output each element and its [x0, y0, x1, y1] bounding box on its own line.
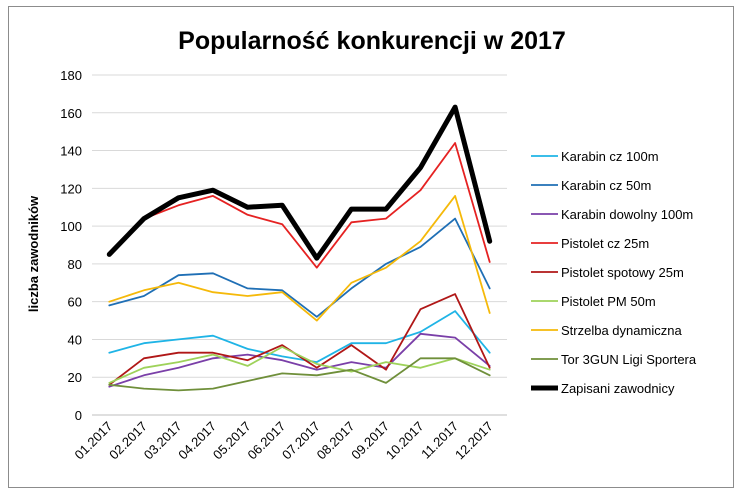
x-tick-label-11: 12.2017	[452, 419, 496, 463]
y-tick-label-5: 100	[60, 219, 82, 234]
axes: 02040608010012014016018001.201702.201703…	[60, 68, 507, 462]
series-line-6[interactable]	[108, 194, 491, 322]
series-line-1[interactable]	[108, 217, 491, 318]
series-line-5[interactable]	[108, 346, 491, 384]
y-tick-label-4: 80	[68, 257, 82, 272]
chart-title: Popularność konkurencji w 2017	[178, 27, 566, 55]
legend-label-2: Karabin dowolny 100m	[561, 207, 693, 222]
y-tick-label-9: 180	[60, 68, 82, 83]
legend-label-1: Karabin cz 50m	[561, 178, 651, 193]
legend-label-4: Pistolet spotowy 25m	[561, 265, 684, 280]
legend-label-5: Pistolet PM 50m	[561, 294, 656, 309]
line-chart: Popularność konkurencji w 2017 liczba za…	[26, 27, 697, 462]
chart-frame[interactable]: Popularność konkurencji w 2017 liczba za…	[8, 6, 734, 488]
y-tick-label-1: 20	[68, 370, 82, 385]
legend-label-6: Strzelba dynamiczna	[561, 323, 682, 338]
legend-label-0: Karabin cz 100m	[561, 149, 659, 164]
y-axis-label: liczba zawodników	[26, 195, 41, 312]
legend-label-3: Pistolet cz 25m	[561, 236, 649, 251]
series-line-7[interactable]	[108, 357, 491, 392]
legend: Karabin cz 100m Karabin cz 50m Karabin dow…	[531, 149, 697, 396]
series-line-0[interactable]	[108, 310, 491, 364]
legend-label-8: Zapisani zawodnicy	[561, 381, 675, 396]
y-tick-label-8: 160	[60, 106, 82, 121]
gridlines	[92, 74, 507, 416]
legend-label-7: Tor 3GUN Ligi Sportera	[561, 352, 697, 367]
y-tick-label-3: 60	[68, 295, 82, 310]
y-tick-label-0: 0	[75, 408, 82, 423]
series-line-8[interactable]	[106, 104, 493, 261]
y-tick-label-6: 120	[60, 181, 82, 196]
y-tick-label-7: 140	[60, 144, 82, 159]
x-tick-label-9: 10.2017	[383, 419, 427, 463]
series-line-2[interactable]	[108, 332, 491, 388]
y-tick-label-2: 40	[68, 332, 82, 347]
series-line-3[interactable]	[108, 142, 491, 269]
series-lines	[106, 104, 493, 392]
